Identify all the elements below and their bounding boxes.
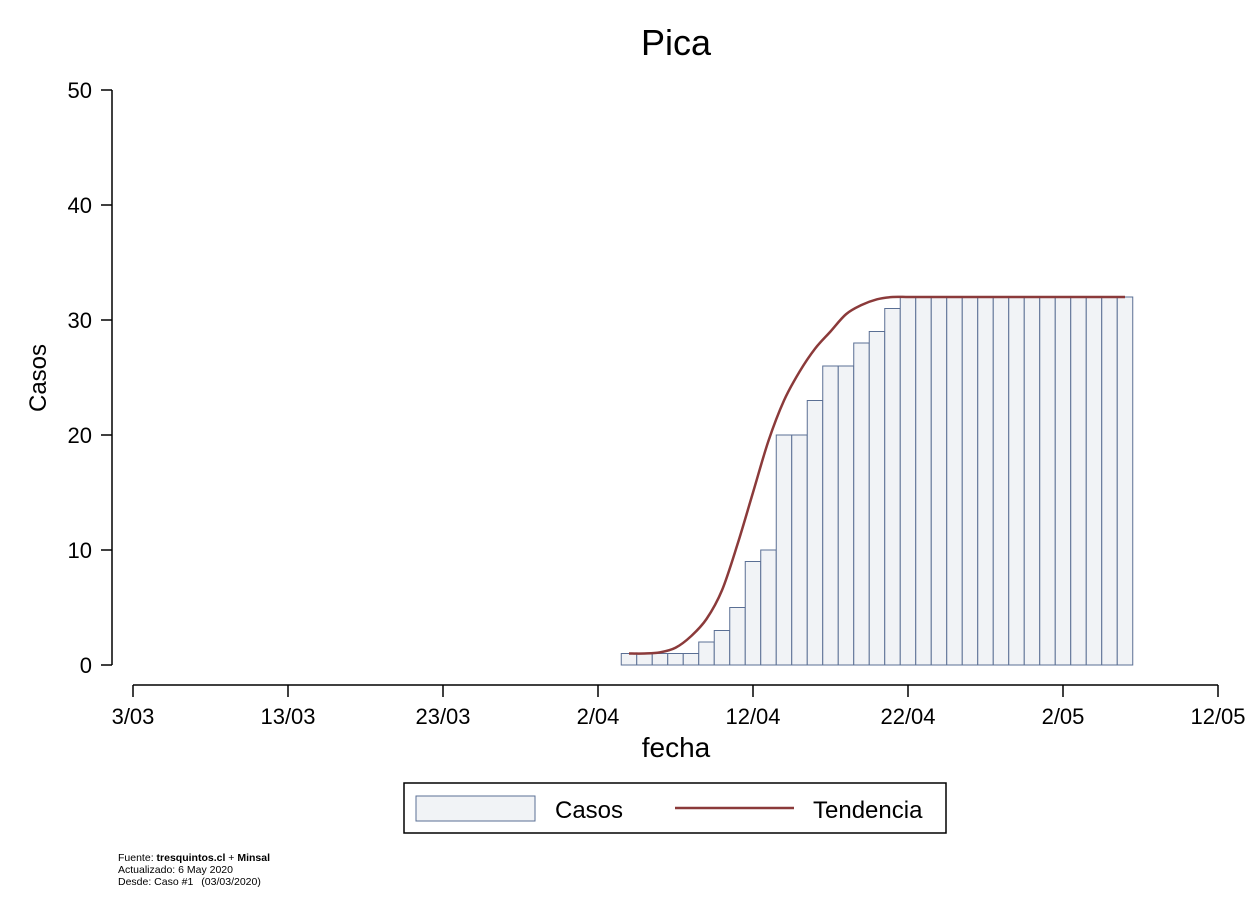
bar (930, 296, 948, 666)
y-axis: 0 10 20 30 40 50 (68, 78, 113, 678)
legend-label-tendencia: Tendencia (813, 797, 923, 824)
bar (1039, 296, 1056, 666)
bar (1085, 296, 1103, 666)
legend: Casos Tendencia (403, 782, 947, 834)
legend-swatch-casos (415, 795, 536, 822)
bar (822, 365, 839, 666)
x-tick-label: 2/04 (577, 704, 620, 729)
bar (1054, 296, 1072, 666)
chart-title: Pica (641, 22, 712, 63)
x-tick-label: 13/03 (260, 704, 315, 729)
bar (992, 296, 1010, 666)
bar (760, 549, 777, 666)
bar (1101, 296, 1118, 666)
bar (1070, 296, 1087, 666)
bar (977, 296, 994, 666)
bar (946, 296, 963, 666)
bar (868, 331, 886, 666)
bar (667, 653, 684, 666)
footer-updated: Actualizado: 6 May 2020 (118, 864, 233, 876)
x-tick-label: 12/05 (1190, 704, 1245, 729)
bar (1008, 296, 1025, 666)
bar (915, 296, 932, 666)
x-tick-label: 22/04 (880, 704, 935, 729)
bar (729, 607, 746, 666)
trend-line (628, 295, 1125, 655)
bar (899, 296, 917, 666)
x-tick-label: 3/03 (112, 704, 155, 729)
bar (791, 434, 808, 666)
y-tick-label: 0 (80, 653, 92, 678)
bar (713, 630, 731, 666)
y-axis-label: Casos (25, 344, 52, 412)
trend-line-group (628, 295, 1125, 655)
x-axis-label: fecha (642, 732, 711, 763)
bar (806, 400, 824, 666)
y-tick-label: 30 (68, 308, 92, 333)
legend-label-casos: Casos (555, 797, 623, 824)
bar (884, 308, 901, 666)
y-tick-label: 50 (68, 78, 92, 103)
x-tick-label: 12/04 (725, 704, 780, 729)
bar (651, 653, 669, 666)
bar (1116, 296, 1134, 666)
bar (698, 641, 715, 666)
bar (744, 561, 762, 666)
bar (620, 653, 638, 666)
bar (853, 342, 870, 666)
y-tick-label: 20 (68, 423, 92, 448)
chart-footer: Fuente: tresquintos.cl + Minsal Actualiz… (118, 852, 270, 888)
bar (636, 653, 653, 666)
y-tick-label: 10 (68, 538, 92, 563)
x-tick-label: 23/03 (415, 704, 470, 729)
bar (682, 653, 700, 666)
y-tick-label: 40 (68, 193, 92, 218)
bar (961, 296, 979, 666)
bar (1023, 296, 1041, 666)
x-tick-label: 2/05 (1042, 704, 1085, 729)
bar (837, 365, 855, 666)
bars (620, 296, 1134, 666)
x-axis: 3/03 13/03 23/03 2/04 12/04 22/04 2/05 12/05 (112, 684, 1246, 729)
footer-since: Desde: Caso #1 (03/03/2020) (118, 876, 261, 888)
bar (775, 434, 793, 666)
footer-source: Fuente: tresquintos.cl + Minsal (118, 852, 271, 864)
